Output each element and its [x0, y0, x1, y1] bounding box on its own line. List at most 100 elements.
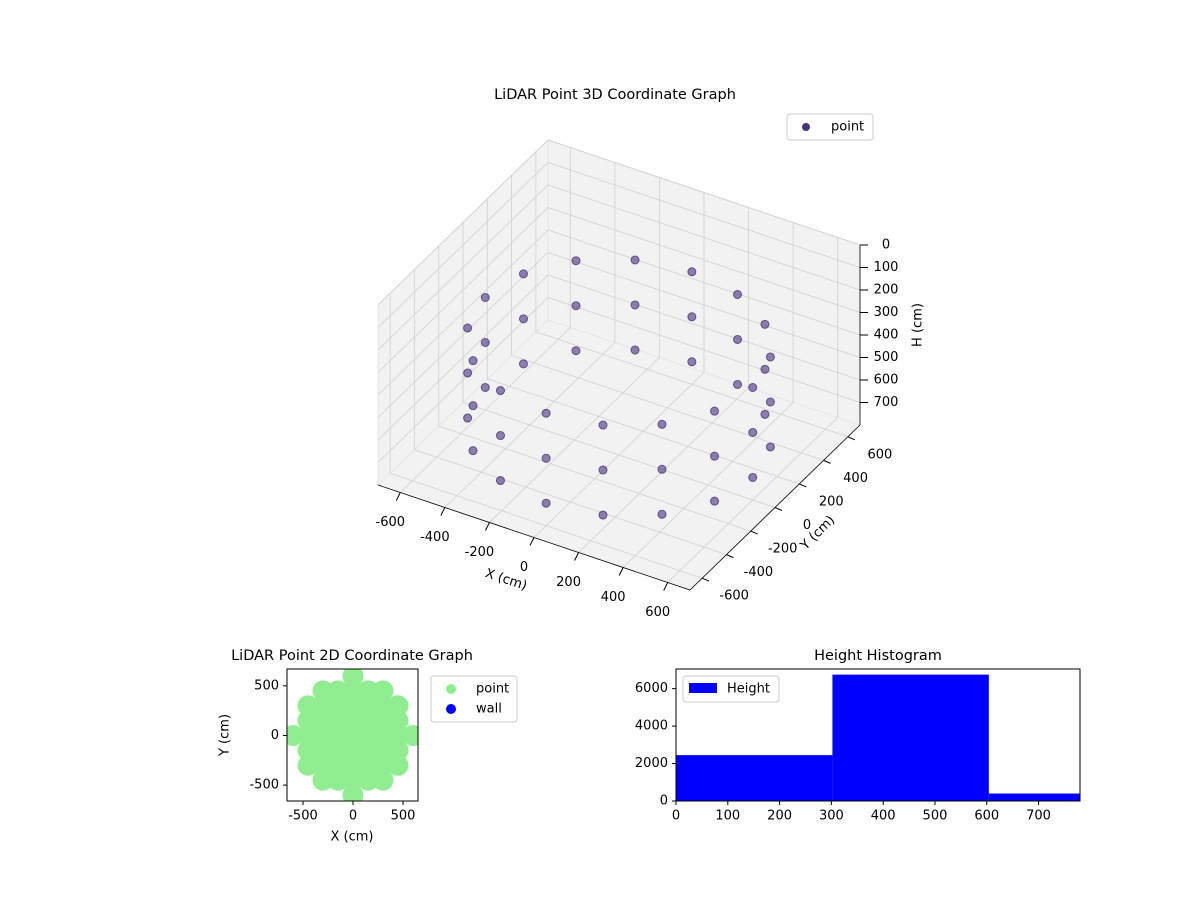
y-tick-label: 6000 — [635, 681, 668, 696]
point — [463, 413, 473, 423]
point — [541, 498, 551, 508]
chart-title: LiDAR Point 2D Coordinate Graph — [231, 648, 473, 664]
point — [657, 464, 667, 474]
y-tick-label: 2000 — [635, 756, 668, 771]
point — [372, 680, 394, 702]
chart-title: Height Histogram — [814, 648, 942, 664]
point — [733, 289, 743, 299]
grid-line — [438, 246, 751, 532]
x-tick-label: 200 — [556, 575, 581, 590]
point — [387, 724, 409, 746]
z-tick-label: 100 — [874, 260, 899, 275]
x-tick-label: -400 — [420, 530, 450, 545]
point — [760, 364, 770, 374]
y-tick-label: 400 — [843, 471, 868, 486]
grid-line — [377, 252, 861, 418]
point — [327, 695, 349, 717]
point — [495, 476, 505, 486]
x-tick-label: -500 — [288, 809, 318, 824]
point — [372, 724, 394, 746]
point — [630, 345, 640, 355]
x-axis-label: X (cm) — [331, 830, 374, 845]
y-axis-label: Y (cm) — [218, 714, 233, 757]
point — [402, 724, 418, 746]
grid-line — [377, 162, 861, 328]
point — [748, 428, 758, 437]
point — [541, 453, 551, 463]
axes-frame — [675, 668, 1081, 802]
point — [342, 669, 364, 687]
grid-line — [535, 151, 849, 438]
point — [312, 754, 334, 776]
point — [297, 710, 319, 732]
point — [342, 710, 364, 732]
y-tick-label: -400 — [744, 565, 774, 580]
z-tick-label: 400 — [874, 328, 899, 343]
z-tick-label: 500 — [874, 350, 899, 365]
x-axis — [377, 484, 691, 591]
point — [760, 409, 770, 419]
point — [541, 408, 551, 418]
point — [357, 710, 379, 732]
point — [372, 754, 394, 776]
point — [372, 739, 394, 761]
y-tick-label: 500 — [254, 678, 279, 693]
legend-label: point — [476, 682, 509, 697]
point — [342, 739, 364, 761]
z-tick-label: 200 — [874, 283, 899, 298]
y-axis — [689, 424, 861, 591]
y-tick — [726, 554, 734, 559]
z-axis-label: H (cm) — [911, 303, 926, 347]
bar — [832, 674, 989, 801]
y-tick-label: 0 — [803, 518, 811, 533]
legend — [786, 113, 874, 141]
grid-line — [389, 293, 703, 579]
grid-line — [413, 269, 727, 555]
grid-line — [377, 274, 861, 441]
bar — [676, 755, 833, 801]
y-tick — [701, 577, 710, 582]
x-tick-label: 700 — [1026, 809, 1051, 824]
z-tick-label: 600 — [874, 373, 899, 388]
point — [327, 754, 349, 776]
point — [710, 496, 720, 506]
point — [387, 695, 409, 717]
point — [760, 319, 770, 329]
point — [342, 724, 364, 746]
y-tick-label: 4000 — [635, 719, 668, 734]
legend-label: point — [831, 120, 864, 135]
legend-marker — [446, 704, 456, 714]
x-tick-label: 600 — [645, 605, 670, 620]
y-tick-label: 600 — [867, 447, 892, 462]
legend-marker — [802, 123, 810, 131]
point — [598, 420, 608, 430]
chart-title: LiDAR Point 3D Coordinate Graph — [494, 87, 736, 103]
point — [480, 338, 490, 347]
point — [657, 419, 667, 429]
point — [357, 739, 379, 761]
point — [765, 442, 775, 452]
point — [342, 695, 364, 717]
point — [463, 323, 473, 333]
point — [312, 739, 334, 761]
grid-line — [377, 297, 861, 463]
point — [733, 334, 743, 344]
x-tick-label: -600 — [376, 515, 406, 530]
y-tick — [774, 507, 783, 511]
point — [748, 383, 758, 392]
z-tick-label: 0 — [882, 238, 890, 253]
point — [342, 754, 364, 776]
point — [312, 769, 334, 791]
point — [387, 739, 409, 761]
point — [710, 406, 720, 416]
point — [495, 431, 505, 441]
point — [372, 695, 394, 717]
point — [480, 293, 490, 302]
x-tick — [395, 492, 401, 501]
x-tick-label: 0 — [349, 809, 357, 824]
z-tick-label: 300 — [874, 305, 899, 320]
x-tick-label: 100 — [715, 809, 740, 824]
grid-line — [533, 192, 705, 538]
point — [312, 724, 334, 746]
